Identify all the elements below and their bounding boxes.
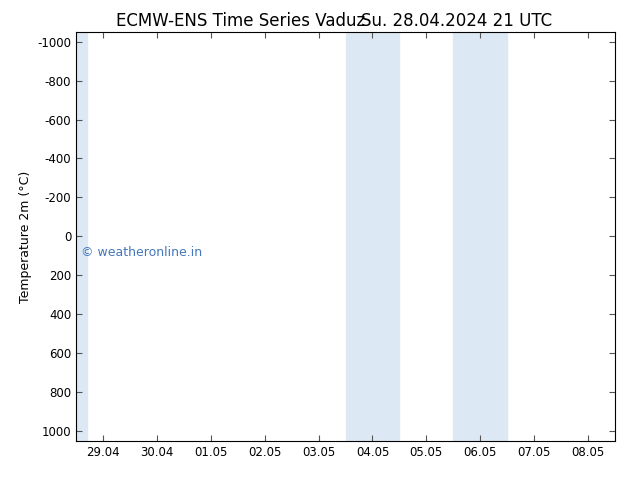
Bar (453, 32, 507, 441)
Y-axis label: Temperature 2m (°C): Temperature 2m (°C) (18, 171, 32, 302)
Text: ECMW-ENS Time Series Vaduz: ECMW-ENS Time Series Vaduz (116, 12, 366, 30)
Text: © weatheronline.in: © weatheronline.in (81, 246, 203, 259)
Text: Su. 28.04.2024 21 UTC: Su. 28.04.2024 21 UTC (361, 12, 552, 30)
Bar (76, 32, 87, 441)
Bar (346, 32, 399, 441)
